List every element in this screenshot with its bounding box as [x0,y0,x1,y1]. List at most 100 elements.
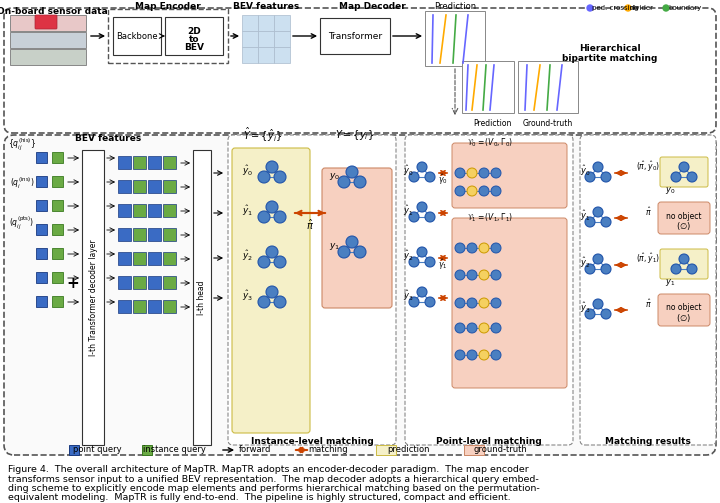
Circle shape [346,166,358,178]
Circle shape [266,246,278,258]
Text: prediction: prediction [387,446,429,455]
Circle shape [425,297,435,307]
Text: Hierarchical: Hierarchical [579,43,641,52]
Bar [118,204,131,217]
Text: $y_1$: $y_1$ [665,277,675,288]
FancyBboxPatch shape [322,168,392,308]
Circle shape [671,172,681,182]
Circle shape [491,270,501,280]
Circle shape [585,309,595,319]
Bar [36,296,47,307]
Circle shape [467,270,477,280]
Circle shape [585,217,595,227]
Bar [118,228,131,241]
Bar [242,31,258,47]
Text: Map Encoder: Map Encoder [135,2,201,11]
Circle shape [409,257,419,267]
Text: point query: point query [73,446,121,455]
Circle shape [679,162,689,172]
FancyBboxPatch shape [4,135,716,455]
Bar [118,252,131,265]
Text: $\mathcal{V}_1 = (V_1, \Gamma_1)$: $\mathcal{V}_1 = (V_1, \Gamma_1)$ [467,212,513,224]
Circle shape [601,217,611,227]
Text: On-board sensor data: On-board sensor data [0,7,107,16]
Text: boundary: boundary [668,5,701,11]
Bar [118,156,131,169]
Circle shape [479,270,489,280]
FancyBboxPatch shape [658,294,710,326]
Bar [242,47,258,63]
Text: no object: no object [666,211,702,220]
Text: Backbone: Backbone [116,32,158,41]
Circle shape [417,202,427,212]
Text: $\hat{y}_1$: $\hat{y}_1$ [402,204,413,218]
Bar [113,17,161,55]
Circle shape [274,256,286,268]
Text: $\hat{\gamma}_1$: $\hat{\gamma}_1$ [438,258,448,272]
Bar [142,445,152,455]
Bar [163,156,176,169]
Circle shape [671,264,681,274]
Text: Point-level matching: Point-level matching [436,437,542,446]
Circle shape [601,309,611,319]
Circle shape [491,243,501,253]
Bar [148,252,161,265]
Text: $(q_{ij}^{(\mathrm{pts})})$: $(q_{ij}^{(\mathrm{pts})})$ [9,215,35,231]
Circle shape [455,270,465,280]
Bar [462,61,514,113]
Text: Prediction: Prediction [473,119,511,127]
Text: $(q_i^{(\mathrm{ins})})$: $(q_i^{(\mathrm{ins})})$ [9,175,35,191]
Circle shape [338,246,350,258]
Text: Ground-truth: Ground-truth [523,119,573,127]
Bar [148,276,161,289]
Text: divider: divider [630,5,654,11]
Text: ding scheme to explicitly encode map elements and performs hierarchical matching: ding scheme to explicitly encode map ele… [8,484,540,493]
Text: $\hat{y}_3$: $\hat{y}_3$ [580,301,590,315]
Bar [148,300,161,313]
Bar [163,300,176,313]
Text: $y_0$: $y_0$ [330,171,341,182]
Text: $\hat{y}_2$: $\hat{y}_2$ [243,248,253,263]
Circle shape [585,264,595,274]
Circle shape [455,243,465,253]
FancyBboxPatch shape [232,148,310,433]
Bar [165,17,223,55]
Text: $(\emptyset)$: $(\emptyset)$ [677,312,691,324]
Bar [36,248,47,259]
Text: $\hat{\pi}$: $\hat{\pi}$ [644,298,652,310]
Text: ground-truth: ground-truth [473,446,527,455]
Circle shape [587,5,593,11]
Bar [69,445,79,455]
Circle shape [479,243,489,253]
Circle shape [417,287,427,297]
Text: $Y = \{y_i\}$: $Y = \{y_i\}$ [336,128,374,142]
Text: $\hat{y}_2$: $\hat{y}_2$ [580,256,590,270]
Circle shape [601,172,611,182]
Bar [274,47,290,63]
Circle shape [593,162,603,172]
Bar [376,445,396,455]
Text: $\hat{\gamma}_0$: $\hat{\gamma}_0$ [438,173,448,187]
Circle shape [491,298,501,308]
Bar [133,156,146,169]
Circle shape [479,298,489,308]
Bar [10,49,86,65]
Text: Map Decoder: Map Decoder [338,2,405,11]
Circle shape [593,299,603,309]
Circle shape [479,350,489,360]
Bar [148,156,161,169]
Text: $\hat{y}_3$: $\hat{y}_3$ [402,289,413,303]
Circle shape [491,168,501,178]
Circle shape [455,323,465,333]
Text: forward: forward [239,446,271,455]
Circle shape [258,256,270,268]
Bar [52,224,63,235]
Bar [36,272,47,283]
Text: $\hat{y}_3$: $\hat{y}_3$ [243,289,253,303]
Text: +: + [67,276,79,291]
FancyBboxPatch shape [658,202,710,234]
Text: $\hat{y}_0$: $\hat{y}_0$ [402,164,413,178]
Circle shape [266,201,278,213]
Bar [148,204,161,217]
Text: $\{q_{ij}^{(\mathrm{his})}\}$: $\{q_{ij}^{(\mathrm{his})}\}$ [8,137,36,153]
